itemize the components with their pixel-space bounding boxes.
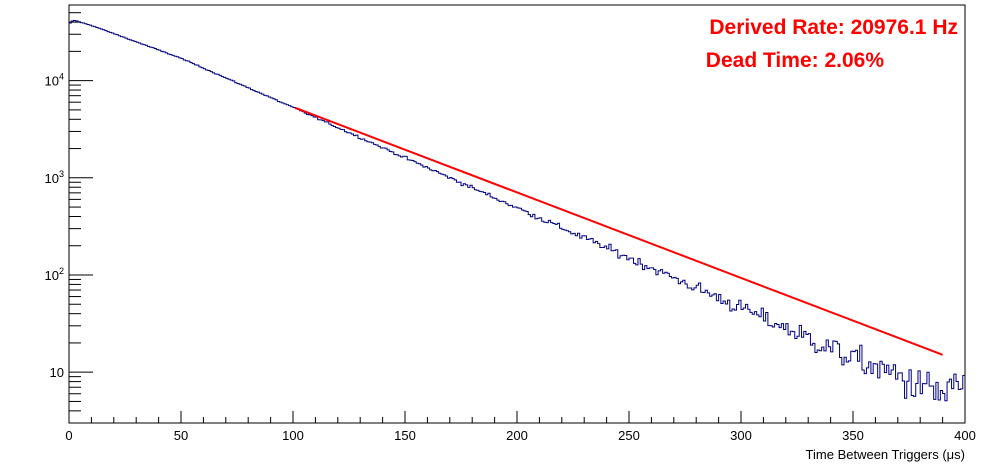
histogram-series [69, 19, 965, 402]
x-tick-label: 100 [282, 428, 304, 443]
x-tick-label: 0 [65, 428, 72, 443]
y-tick-label: 103 [45, 169, 64, 186]
x-tick-label: 350 [842, 428, 864, 443]
x-axis-tick-labels: 0 50 100 150 200 250 300 350 400 [65, 428, 975, 443]
y-tick-label: 10 [50, 365, 64, 380]
annotation-dead-time: Dead Time: 2.06% [706, 49, 885, 72]
x-tick-label: 150 [394, 428, 416, 443]
y-tick-label: 104 [45, 72, 64, 89]
y-axis-ticks [69, 4, 93, 424]
x-tick-label: 250 [618, 428, 640, 443]
x-tick-label: 50 [174, 428, 188, 443]
annotation-derived-rate: Derived Rate: 20976.1 Hz [709, 16, 958, 39]
fit-line [294, 106, 943, 356]
x-tick-label: 200 [506, 428, 528, 443]
x-tick-label: 400 [954, 428, 976, 443]
y-axis-tick-labels: 10 102 103 104 [45, 72, 64, 381]
x-axis-ticks [68, 411, 966, 423]
y-tick-label: 102 [45, 266, 64, 283]
x-axis-title: Time Between Triggers (μs) [806, 447, 965, 462]
x-tick-label: 300 [730, 428, 752, 443]
